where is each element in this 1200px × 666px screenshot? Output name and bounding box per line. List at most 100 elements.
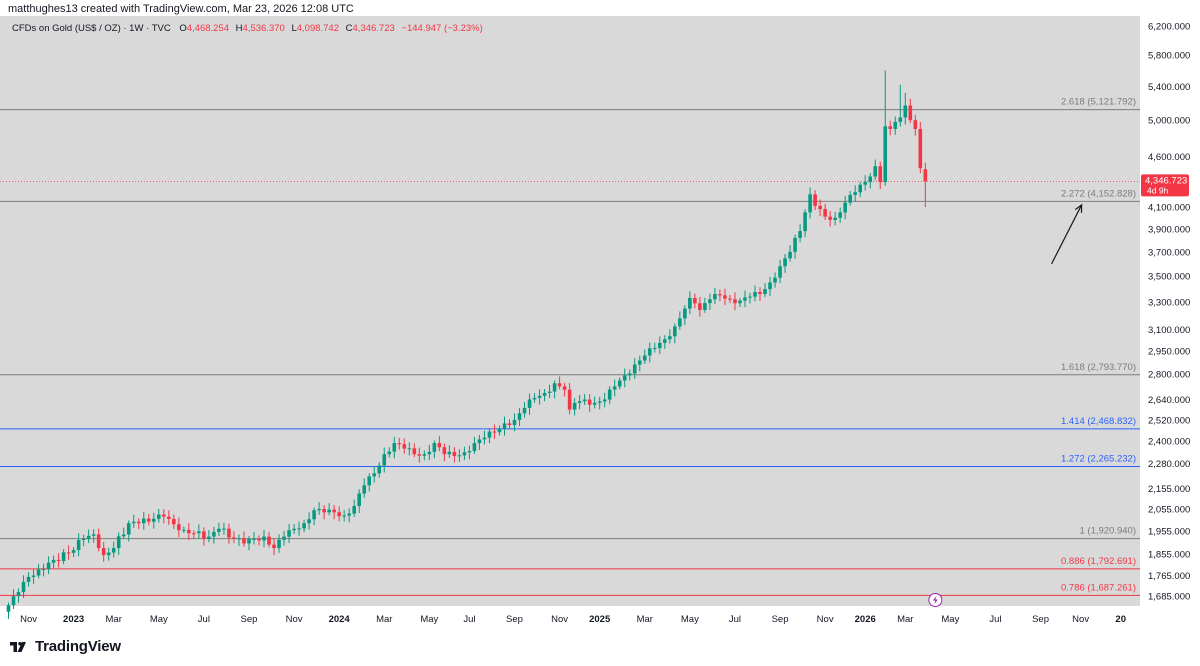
candle-body[interactable] [838, 212, 842, 218]
candle-body[interactable] [357, 493, 361, 506]
candle-body[interactable] [327, 509, 331, 513]
candle-body[interactable] [162, 514, 166, 517]
candle-body[interactable] [482, 437, 487, 440]
candle-body[interactable] [813, 194, 817, 206]
fib-levels[interactable]: 2.618 (5,121.792) 2.272 (4,152.828) 1.618 … [0, 97, 1140, 596]
candle-body[interactable] [237, 538, 241, 540]
candle-body[interactable] [322, 508, 326, 513]
candle-body[interactable] [472, 443, 477, 452]
candle-body[interactable] [632, 364, 637, 374]
candle-body[interactable] [397, 443, 402, 445]
candle-body[interactable] [11, 596, 16, 606]
candle-body[interactable] [768, 282, 772, 290]
candle-body[interactable] [116, 536, 121, 549]
candle-body[interactable] [277, 539, 281, 549]
candle-body[interactable] [733, 299, 737, 304]
candle-body[interactable] [192, 533, 196, 535]
candle-body[interactable] [422, 454, 427, 456]
candle-body[interactable] [793, 237, 797, 252]
candle-body[interactable] [517, 413, 522, 420]
candle-body[interactable] [537, 395, 542, 398]
candle-body[interactable] [81, 538, 86, 541]
candle-body[interactable] [96, 534, 101, 549]
candle-body[interactable] [217, 528, 221, 532]
candle-body[interactable] [552, 383, 557, 392]
candle-body[interactable] [61, 552, 66, 561]
candle-body[interactable] [387, 451, 392, 455]
candle-body[interactable] [497, 428, 502, 433]
candle-body[interactable] [582, 399, 587, 402]
candle-body[interactable] [507, 423, 512, 426]
candle-body[interactable] [297, 528, 301, 530]
candle-body[interactable] [708, 299, 712, 304]
candle-body[interactable] [778, 266, 782, 278]
candle-body[interactable] [622, 375, 627, 381]
candle-body[interactable] [898, 117, 903, 122]
candle-body[interactable] [723, 295, 727, 299]
candle-body[interactable] [652, 348, 657, 350]
candle-body[interactable] [382, 454, 387, 466]
candle-body[interactable] [908, 105, 913, 121]
candle-body[interactable] [808, 194, 812, 213]
candle-body[interactable] [6, 605, 11, 612]
candle-body[interactable] [748, 296, 752, 298]
candle-body[interactable] [372, 473, 377, 477]
candle-body[interactable] [437, 443, 442, 448]
candle-body[interactable] [923, 169, 928, 182]
plot-area[interactable] [0, 16, 1140, 606]
candle-body[interactable] [91, 534, 96, 536]
candle-body[interactable] [337, 512, 341, 517]
candle-body[interactable] [557, 383, 562, 387]
candle-body[interactable] [21, 581, 26, 593]
candle-body[interactable] [843, 202, 847, 213]
candle-body[interactable] [252, 538, 256, 540]
candle-body[interactable] [878, 166, 883, 183]
candle-body[interactable] [377, 465, 382, 474]
candle-body[interactable] [502, 423, 507, 429]
candle-body[interactable] [873, 166, 878, 177]
candle-body[interactable] [392, 443, 397, 452]
candle-body[interactable] [758, 292, 762, 295]
candle-body[interactable] [407, 448, 412, 450]
candle-body[interactable] [66, 552, 71, 554]
candle-body[interactable] [863, 182, 868, 185]
candle-body[interactable] [728, 298, 732, 300]
time-axis[interactable] [0, 606, 1140, 630]
candle-body[interactable] [783, 258, 787, 267]
candle-body[interactable] [332, 509, 336, 513]
candle-body[interactable] [467, 451, 472, 453]
candle-body[interactable] [612, 386, 617, 390]
candle-body[interactable] [292, 528, 296, 531]
candle-body[interactable] [658, 342, 662, 349]
candle-body[interactable] [627, 373, 632, 376]
candle-body[interactable] [647, 348, 652, 356]
candle-body[interactable] [342, 515, 346, 517]
candle-body[interactable] [41, 569, 46, 571]
candle-body[interactable] [227, 528, 231, 538]
arrow-annotation[interactable] [1051, 204, 1083, 265]
candles[interactable] [6, 70, 928, 619]
candle-body[interactable] [362, 485, 367, 494]
candle-body[interactable] [51, 559, 56, 563]
candle-body[interactable] [803, 212, 807, 232]
candle-body[interactable] [688, 297, 692, 309]
candle-body[interactable] [26, 576, 31, 582]
candle-body[interactable] [207, 536, 211, 539]
candle-body[interactable] [693, 297, 697, 304]
candle-body[interactable] [512, 419, 517, 426]
candle-body[interactable] [31, 575, 36, 577]
candle-body[interactable] [532, 397, 537, 400]
candle-body[interactable] [888, 126, 893, 129]
candle-body[interactable] [477, 439, 482, 444]
candle-body[interactable] [141, 518, 146, 524]
candle-body[interactable] [587, 399, 592, 405]
candle-body[interactable] [637, 360, 642, 365]
candle-body[interactable] [307, 519, 311, 524]
candle-body[interactable] [602, 399, 607, 402]
candle-body[interactable] [71, 550, 76, 553]
candle-body[interactable] [182, 529, 186, 531]
candle-body[interactable] [763, 289, 767, 295]
candle-body[interactable] [257, 538, 261, 541]
candle-body[interactable] [738, 300, 742, 304]
candle-body[interactable] [232, 537, 236, 539]
